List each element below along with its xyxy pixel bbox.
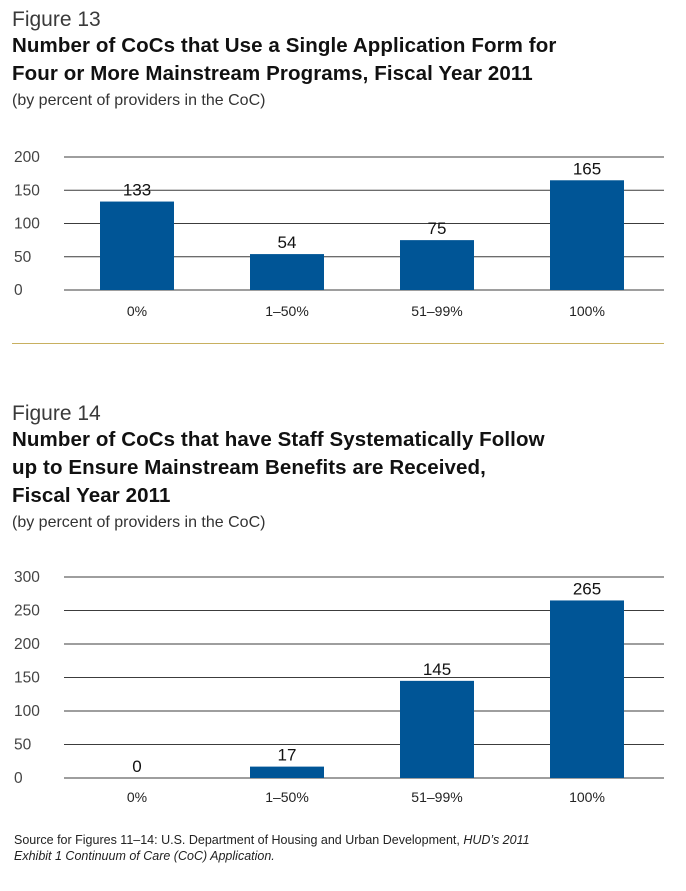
figure-subtitle: (by percent of providers in the CoC) (12, 514, 266, 531)
data-label: 265 (573, 579, 601, 598)
bar (400, 240, 474, 290)
figure-title-line: up to Ensure Mainstream Benefits are Rec… (12, 456, 486, 479)
y-tick-label: 50 (14, 737, 32, 754)
bar (100, 201, 174, 290)
y-tick-label: 100 (14, 216, 40, 233)
figure-title: Number of CoCs that have Staff Systemati… (12, 426, 672, 510)
figure-title-line: Four or More Mainstream Programs, Fiscal… (12, 62, 533, 85)
data-label: 145 (423, 660, 451, 679)
x-tick-label: 0% (127, 789, 147, 805)
data-label: 75 (428, 219, 447, 238)
x-tick-label: 51–99% (411, 303, 462, 319)
y-tick-label: 250 (14, 603, 40, 620)
x-tick-label: 51–99% (411, 789, 462, 805)
y-tick-label: 50 (14, 249, 32, 266)
bar (250, 766, 324, 778)
figure-14-chart: 0 50 100 150 200 250 300 0 0% 17 1–50% 145 51–99% 265… (14, 569, 664, 805)
figure-subtitle: (by percent of providers in the CoC) (12, 92, 266, 109)
y-tick-label: 150 (14, 670, 40, 687)
x-tick-label: 1–50% (265, 303, 309, 319)
figure-title: Number of CoCs that Use a Single Applica… (12, 32, 672, 88)
x-tick-label: 1–50% (265, 789, 309, 805)
y-tick-label: 200 (14, 636, 40, 653)
bar (400, 680, 474, 778)
bar (550, 180, 624, 290)
x-tick-label: 100% (569, 303, 605, 319)
x-tick-label: 0% (127, 303, 147, 319)
y-tick-label: 150 (14, 182, 40, 199)
bar (250, 254, 324, 290)
figure-13-chart: 0 50 100 150 200 133 0% 54 1–50% 75 51–99% 165 100% (14, 149, 664, 319)
y-tick-label: 100 (14, 703, 40, 720)
figure-13-header: Figure 13 Number of CoCs that Use a Sing… (12, 8, 672, 112)
figure-14-header: Figure 14 Number of CoCs that have Staff… (12, 402, 672, 534)
figure-number: Figure 14 (12, 402, 101, 425)
source-italic: HUD’s 2011 (463, 833, 530, 847)
section-divider (12, 343, 664, 344)
y-tick-label: 200 (14, 149, 40, 166)
data-label: 165 (573, 159, 601, 178)
source-text: Source for Figures 11–14: U.S. Departmen… (14, 833, 464, 847)
data-label: 54 (278, 233, 297, 252)
data-label: 133 (123, 181, 151, 200)
y-tick-label: 300 (14, 569, 40, 586)
x-tick-label: 100% (569, 789, 605, 805)
source-italic: Exhibit 1 Continuum of Care (CoC) Applic… (14, 849, 275, 863)
y-tick-label: 0 (14, 770, 23, 787)
data-label: 0 (132, 757, 141, 776)
figure-title-line: Fiscal Year 2011 (12, 484, 171, 507)
bar (550, 600, 624, 778)
data-label: 17 (278, 746, 297, 765)
y-tick-label: 0 (14, 282, 23, 299)
figure-title-line: Number of CoCs that Use a Single Applica… (12, 34, 557, 57)
figure-title-line: Number of CoCs that have Staff Systemati… (12, 428, 545, 451)
figure-number: Figure 13 (12, 8, 101, 31)
source-note: Source for Figures 11–14: U.S. Departmen… (14, 832, 654, 864)
